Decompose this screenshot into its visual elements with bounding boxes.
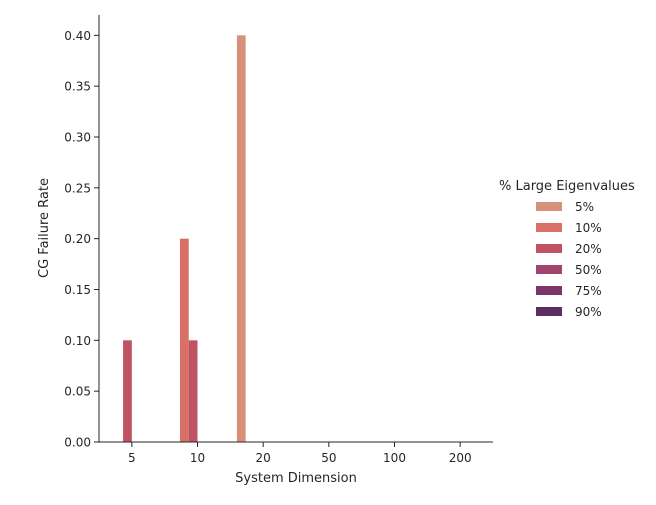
y-tick-label: 0.40 [64,29,91,43]
legend-title: % Large Eigenvalues [499,179,635,194]
legend-label: 10% [575,221,602,235]
legend-label: 50% [575,263,602,277]
y-tick-label: 0.30 [64,131,91,145]
legend-label: 90% [575,305,602,319]
y-tick-label: 0.10 [64,334,91,348]
y-tick-label: 0.20 [64,232,91,246]
legend-swatch [536,244,562,253]
legend-swatch [536,265,562,274]
legend-items: 5% 10% 20% 50% 75% 90% [536,200,602,319]
legend-label: 20% [575,242,602,256]
x-tick-label: 20 [256,451,271,465]
x-tick-label: 10 [190,451,205,465]
x-axis-label: System Dimension [235,471,357,486]
x-tick-label: 100 [383,451,406,465]
legend-swatch [536,307,562,316]
x-ticks: 5 10 20 50 100 200 [128,442,472,465]
y-tick-label: 0.25 [64,181,91,195]
y-ticks: 0.00 0.05 0.10 0.15 0.20 0.25 0.30 0.35 0.40 [64,29,99,450]
y-tick-label: 0.05 [64,385,91,399]
bar-20pct-5 [123,340,132,442]
axes-layer [98,15,493,443]
y-tick-label: 0.15 [64,283,91,297]
legend: % Large Eigenvalues 5% 10% 20% 50% 75% 90% [499,179,635,319]
bar-10pct-10 [179,238,189,442]
legend-swatch [536,286,562,295]
legend-swatch [536,202,562,211]
y-axis-label: CG Failure Rate [37,178,52,278]
y-tick-label: 0.00 [64,436,91,450]
bars-layer [123,35,246,442]
x-tick-label: 50 [321,451,336,465]
legend-label: 5% [575,200,594,214]
bar-5pct-20 [236,35,246,442]
x-tick-label: 5 [128,451,136,465]
bar-20pct-10 [188,340,198,442]
legend-label: 75% [575,284,602,298]
legend-swatch [536,223,562,232]
y-tick-label: 0.35 [64,80,91,94]
x-tick-label: 200 [449,451,472,465]
